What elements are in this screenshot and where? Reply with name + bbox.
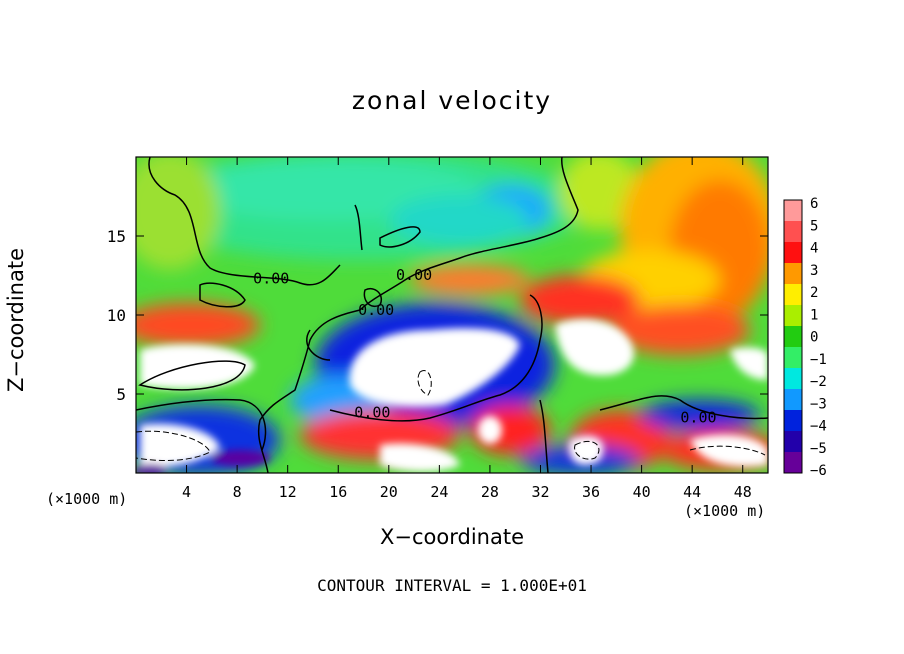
colorbar-label: −1 bbox=[810, 352, 827, 368]
x-tick-label: 40 bbox=[633, 483, 651, 501]
colorbar-label: −2 bbox=[810, 374, 827, 390]
x-axis-unit-right: (×1000 m) bbox=[684, 502, 766, 520]
x-tick-label: 44 bbox=[683, 483, 701, 501]
colorbar-swatch bbox=[784, 305, 802, 327]
y-axis-label: Z−coordinate bbox=[4, 248, 28, 392]
colorbar-swatch bbox=[784, 389, 802, 411]
x-tick-label: 32 bbox=[531, 483, 549, 501]
colorbar-label: −4 bbox=[810, 419, 827, 435]
colorbar-swatch bbox=[784, 263, 802, 285]
colorbar-label: 4 bbox=[810, 241, 818, 257]
x-axis-unit-left: (×1000 m) bbox=[46, 490, 128, 508]
x-tick-label: 36 bbox=[582, 483, 600, 501]
contour-label: 0.00 bbox=[396, 266, 432, 284]
contour-label: 0.00 bbox=[358, 301, 394, 319]
colorbar-label: −6 bbox=[810, 463, 827, 479]
y-tick-label: 15 bbox=[107, 227, 126, 246]
colorbar-swatch bbox=[784, 326, 802, 348]
colorbar-swatch bbox=[784, 431, 802, 453]
chart-title: zonal velocity bbox=[351, 86, 553, 115]
velocity-field bbox=[136, 157, 768, 473]
colorbar: 6 5 4 3 2 1 0 −1 −2 −3 −4 −5 −6 bbox=[783, 196, 827, 479]
colorbar-label: 0 bbox=[810, 330, 818, 346]
x-axis-label: X−coordinate bbox=[380, 525, 524, 549]
colorbar-swatch bbox=[784, 200, 802, 222]
colorbar-label: 6 bbox=[810, 196, 818, 212]
contour-label: 0.00 bbox=[253, 269, 289, 287]
colorbar-swatch bbox=[784, 410, 802, 432]
colorbar-swatch bbox=[784, 347, 802, 369]
contour-label: 0.00 bbox=[680, 408, 716, 426]
colorbar-frame bbox=[783, 199, 803, 474]
colorbar-label: −5 bbox=[810, 441, 827, 457]
colorbar-label: −3 bbox=[810, 396, 827, 412]
contour-interval-note: CONTOUR INTERVAL = 1.000E+01 bbox=[317, 576, 587, 595]
colorbar-swatch bbox=[784, 452, 802, 474]
x-tick-label: 28 bbox=[481, 483, 499, 501]
x-tick-label: 16 bbox=[329, 483, 347, 501]
colorbar-label: 1 bbox=[810, 307, 818, 323]
colorbar-label: 3 bbox=[810, 263, 818, 279]
x-tick-label: 24 bbox=[430, 483, 448, 501]
y-axis-ticks: 5 10 15 bbox=[107, 227, 768, 404]
x-tick-label: 8 bbox=[233, 483, 242, 501]
x-tick-label: 20 bbox=[380, 483, 398, 501]
colorbar-swatch bbox=[784, 221, 802, 243]
colorbar-swatch bbox=[784, 284, 802, 306]
colorbar-label: 2 bbox=[810, 285, 818, 301]
x-tick-label: 48 bbox=[734, 483, 752, 501]
colorbar-swatch bbox=[784, 368, 802, 390]
contour-label: 0.00 bbox=[354, 404, 390, 422]
y-tick-label: 5 bbox=[116, 385, 126, 404]
colorbar-label: 5 bbox=[810, 218, 818, 234]
contour-labels: 0.00 0.000.000.00 0.00 bbox=[253, 266, 716, 426]
colorbar-swatch bbox=[784, 242, 802, 264]
zero-contours bbox=[136, 157, 768, 473]
y-tick-label: 10 bbox=[107, 306, 126, 325]
x-tick-label: 12 bbox=[279, 483, 297, 501]
x-tick-label: 4 bbox=[182, 483, 191, 501]
x-axis-ticks: 4 8 12 16 20 24 28 32 36 40 44 48 bbox=[182, 157, 752, 501]
